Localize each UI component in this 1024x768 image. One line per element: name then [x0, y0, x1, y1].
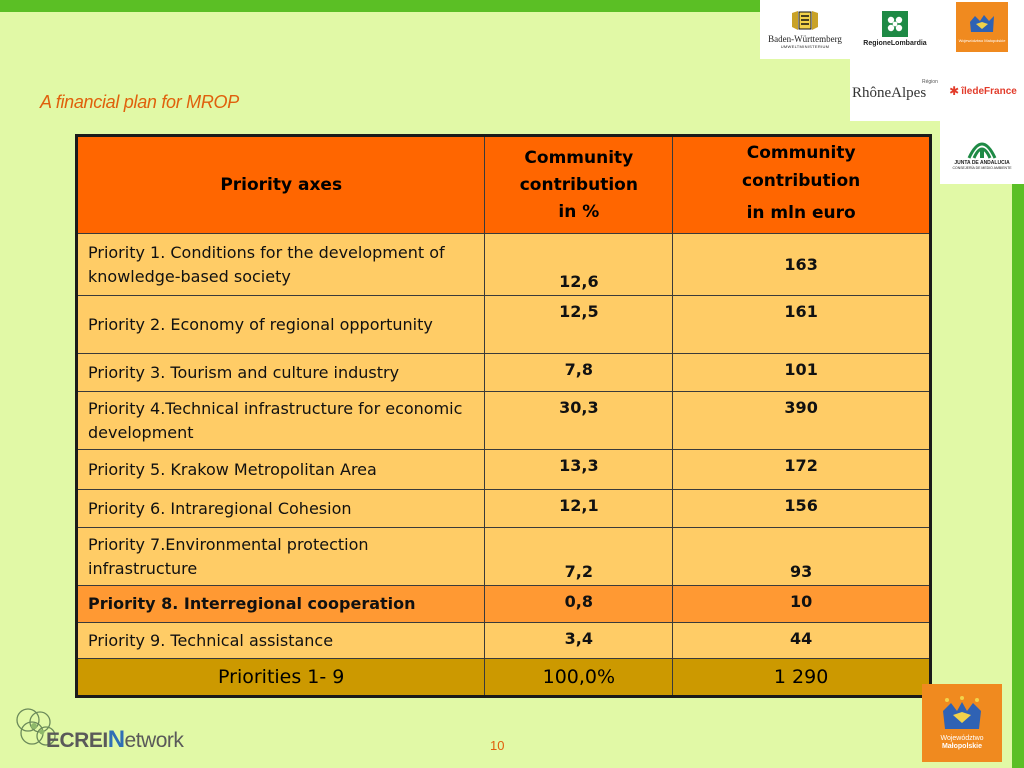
table-row: Priority 9. Technical assistance 3,4 44 — [75, 622, 931, 659]
malopolska-small-label: Województwo Małopolskie — [958, 37, 1006, 43]
page-number: 10 — [490, 738, 505, 753]
andalucia-arches-icon — [967, 142, 997, 159]
total-pct-value: 100,0% — [484, 658, 674, 697]
malopolska-logo-large: Województwo Małopolskie — [922, 684, 1002, 762]
logo-strip-top: Baden-Württemberg UMWELTMINISTERIUM Regi… — [760, 0, 1024, 59]
row-eur-value: 156 — [672, 489, 931, 528]
bw-sub: UMWELTMINISTERIUM — [780, 43, 830, 49]
lombardia-rose-icon — [882, 11, 908, 37]
andalucia-name: JUNTA DE ANDALUCIA — [954, 160, 1010, 166]
rhone-name: RhôneAlpes — [852, 84, 927, 101]
row-pct-value: 30,3 — [484, 391, 674, 450]
table-row: Priority 7.Environmental protection infr… — [75, 527, 931, 586]
row-eur-value: 44 — [672, 622, 931, 659]
row-priority-name: Priority 6. Intraregional Cohesion — [75, 489, 486, 528]
page-title: A financial plan for MROP — [40, 92, 239, 112]
malopolska-crest-large-icon — [943, 696, 981, 729]
andalucia-sub: CONSEJERÍA DE MEDIO AMBIENTE — [952, 166, 1012, 170]
total-label: Priorities 1- 9 — [75, 658, 486, 697]
row-pct-value: 12,1 — [484, 489, 674, 528]
bw-name: Baden-Württemberg — [768, 33, 842, 44]
header-pct-line2: contribution — [519, 174, 638, 195]
ile-de-france-logo: ✱ îledeFrance — [946, 77, 1020, 105]
row-priority-name: Priority 2. Economy of regional opportun… — [75, 295, 486, 354]
row-pct-value: 12,5 — [484, 295, 674, 354]
logo-strip-bottom: JUNTA DE ANDALUCIA CONSEJERÍA DE MEDIO A… — [940, 121, 1024, 184]
malopolska-large-label-2: Małopolskie — [941, 743, 983, 750]
lombardia-name: RegioneLombardia — [863, 40, 927, 47]
row-priority-name: Priority 9. Technical assistance — [75, 622, 486, 659]
row-priority-name: Priority 7.Environmental protection infr… — [75, 527, 486, 586]
row-pct-value: 13,3 — [484, 449, 674, 490]
table-row: Priority 2. Economy of regional opportun… — [75, 295, 931, 354]
row-eur-value: 93 — [672, 527, 931, 586]
row-pct-value: 7,8 — [484, 353, 674, 392]
lombardia-logo: RegioneLombardia — [852, 2, 938, 56]
row-pct-value: 7,2 — [484, 527, 674, 586]
table-row-highlighted: Priority 8. Interregional cooperation 0,… — [75, 585, 931, 623]
row-eur-value: 163 — [672, 233, 931, 296]
row-eur-value: 161 — [672, 295, 931, 354]
financial-plan-table: Priority axes Community contribution in … — [75, 134, 932, 698]
right-green-bar — [1012, 184, 1024, 768]
row-eur-value: 390 — [672, 391, 931, 450]
total-eur-value: 1 290 — [672, 658, 931, 697]
table-total-row: Priorities 1- 9 100,0% 1 290 — [75, 658, 931, 697]
network-prefix: ECREI — [46, 729, 108, 752]
header-pct-line3: in % — [558, 201, 600, 222]
table-row: Priority 5. Krakow Metropolitan Area 13,… — [75, 449, 931, 490]
header-contribution-eur: Community contribution in mln euro — [672, 135, 931, 234]
baden-wurttemberg-logo: Baden-Württemberg UMWELTMINISTERIUM — [762, 2, 848, 56]
row-priority-name: Priority 8. Interregional cooperation — [75, 585, 486, 623]
row-eur-value: 172 — [672, 449, 931, 490]
logo-strip-middle: Région RhôneAlpes ✱ îledeFrance — [850, 59, 1024, 121]
row-eur-value: 10 — [672, 585, 931, 623]
row-priority-name: Priority 5. Krakow Metropolitan Area — [75, 449, 486, 490]
top-green-bar — [0, 0, 760, 12]
iledefrance-name: îledeFrance — [961, 85, 1017, 97]
table-row: Priority 4.Technical infrastructure for … — [75, 391, 931, 450]
row-pct-value: 0,8 — [484, 585, 674, 623]
rhone-alpes-logo: Région RhôneAlpes — [852, 69, 938, 111]
network-wordmark: ECREINetwork — [46, 726, 184, 754]
header-eur-line3: in mln euro — [746, 203, 856, 223]
header-eur-line1: Community — [746, 143, 856, 163]
header-priority-axes: Priority axes — [75, 135, 486, 234]
table-row: Priority 1. Conditions for the developme… — [75, 233, 931, 296]
rhone-sup: Région — [922, 78, 938, 85]
table-row: Priority 6. Intraregional Cohesion 12,1 … — [75, 489, 931, 528]
malopolska-logo-small: Województwo Małopolskie — [956, 2, 1008, 52]
malopolska-large-label-1: Województwo — [940, 735, 984, 742]
network-circles-icon — [16, 708, 56, 746]
row-pct-value: 12,6 — [484, 233, 674, 296]
andalucia-logo: JUNTA DE ANDALUCIA CONSEJERÍA DE MEDIO A… — [942, 123, 1022, 181]
row-priority-name: Priority 3. Tourism and culture industry — [75, 353, 486, 392]
row-eur-value: 101 — [672, 353, 931, 392]
malopolska-crest-icon — [970, 14, 994, 32]
star-icon: ✱ — [949, 84, 960, 98]
row-pct-value: 3,4 — [484, 622, 674, 659]
table-row: Priority 3. Tourism and culture industry… — [75, 353, 931, 392]
network-n: N — [107, 726, 125, 753]
network-suffix: etwork — [124, 729, 184, 752]
header-pct-line1: Community — [524, 147, 634, 168]
coat-of-arms-icon — [792, 10, 818, 30]
header-eur-line2: contribution — [742, 171, 861, 191]
row-priority-name: Priority 4.Technical infrastructure for … — [75, 391, 486, 450]
row-priority-name: Priority 1. Conditions for the developme… — [75, 233, 486, 296]
ecrei-network-logo: ECREINetwork — [14, 706, 224, 756]
header-contribution-pct: Community contribution in % — [484, 135, 674, 234]
table-header-row: Priority axes Community contribution in … — [75, 135, 931, 234]
